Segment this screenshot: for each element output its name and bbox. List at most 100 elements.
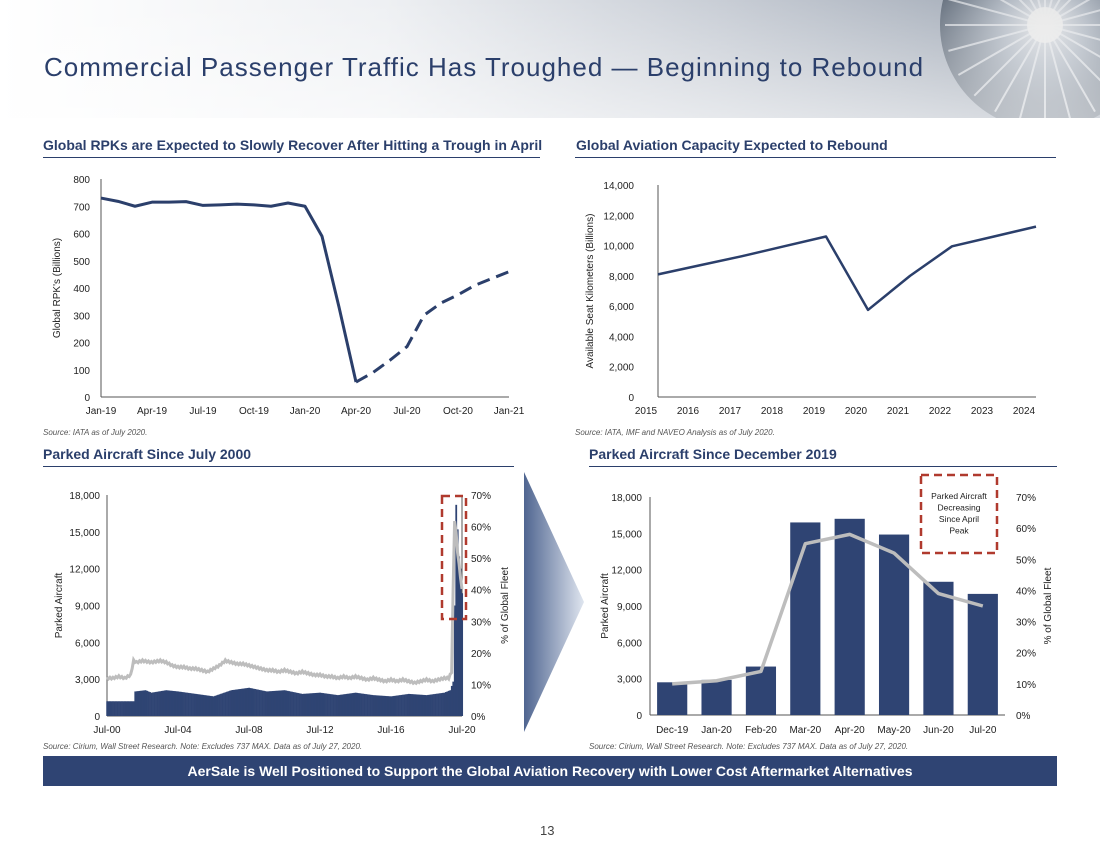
parked-long-bar bbox=[394, 695, 397, 716]
parked-long-bar bbox=[128, 701, 131, 716]
parked-long-bar bbox=[375, 695, 378, 716]
parked-short-chart-title: Parked Aircraft Since December 2019 bbox=[589, 446, 837, 462]
parked-long-bar bbox=[437, 693, 440, 716]
parked-long-bar bbox=[264, 691, 267, 716]
parked-long-bar bbox=[221, 693, 224, 716]
parked-long-y2-tick-label: 40% bbox=[471, 586, 491, 597]
parked-long-bar bbox=[450, 685, 453, 716]
parked-long-bar bbox=[129, 701, 132, 716]
parked-long-bar bbox=[126, 701, 129, 716]
parked-long-chart-title: Parked Aircraft Since July 2000 bbox=[43, 446, 252, 462]
parked-long-bar bbox=[359, 693, 361, 716]
parked-long-bar bbox=[366, 694, 369, 716]
parked-short-y2-tick-label: 50% bbox=[1016, 555, 1036, 566]
parked-short-bar bbox=[701, 679, 732, 715]
parked-long-bar bbox=[245, 688, 248, 716]
parked-long-bar bbox=[385, 696, 388, 716]
parked-short-callout-box bbox=[919, 473, 999, 555]
parked-long-bar bbox=[319, 692, 322, 716]
parked-short-y2-tick-label: 10% bbox=[1016, 680, 1036, 691]
parked-long-bar bbox=[277, 690, 280, 716]
parked-long-y2-tick-label: 60% bbox=[471, 523, 491, 534]
parked-long-bar bbox=[400, 694, 403, 716]
capacity-x-tick-label: 2015 bbox=[635, 406, 658, 417]
parked-long-bar bbox=[115, 701, 117, 716]
parked-long-bar bbox=[267, 691, 270, 716]
page-number: 13 bbox=[540, 823, 555, 838]
parked-short-callout-line: Peak bbox=[949, 526, 969, 536]
parked-short-y-axis-label: Parked Aircraft bbox=[600, 573, 611, 639]
parked-long-bar bbox=[260, 690, 262, 716]
parked-long-bar bbox=[427, 694, 430, 716]
parked-long-y2-axis-label: % of Global Fleet bbox=[500, 567, 511, 644]
parked-short-y2-tick-label: 0% bbox=[1016, 711, 1031, 722]
capacity-title-rule bbox=[575, 157, 1056, 158]
capacity-x-tick-label: 2020 bbox=[845, 406, 868, 417]
parked-long-bar bbox=[189, 693, 191, 716]
parked-long-bar bbox=[422, 694, 425, 716]
parked-long-y2-tick-label: 20% bbox=[471, 649, 491, 660]
parked-long-bar bbox=[223, 692, 225, 716]
parked-long-bar bbox=[233, 689, 236, 716]
parked-short-x-tick-label: Dec-19 bbox=[656, 725, 689, 736]
parked-short-y-tick-label: 6,000 bbox=[617, 638, 642, 649]
parked-long-x-tick-label: Jul-00 bbox=[93, 725, 121, 736]
parked-long-bar bbox=[302, 693, 305, 716]
rpk-y-tick-label: 0 bbox=[84, 393, 90, 404]
rpk-x-tick-label: Oct-20 bbox=[443, 406, 473, 417]
parked-long-bar bbox=[332, 694, 335, 716]
parked-long-bar bbox=[140, 690, 143, 716]
parked-long-bar bbox=[166, 690, 169, 716]
parked-short-bar bbox=[834, 518, 865, 715]
parked-short-x-tick-label: Feb-20 bbox=[745, 725, 777, 736]
parked-long-bar bbox=[431, 694, 434, 716]
parked-long-bar bbox=[226, 691, 228, 716]
capacity-x-tick-label: 2017 bbox=[719, 406, 742, 417]
parked-long-bar bbox=[362, 693, 364, 716]
parked-long-bar bbox=[252, 688, 255, 716]
parked-short-y2-tick-label: 30% bbox=[1016, 618, 1036, 629]
parked-long-bar bbox=[350, 693, 353, 716]
parked-long-bar bbox=[406, 694, 409, 716]
parked-long-bar bbox=[430, 694, 432, 716]
parked-short-y2-tick-label: 20% bbox=[1016, 649, 1036, 660]
parked-long-bar bbox=[294, 692, 296, 716]
parked-long-y-tick-label: 9,000 bbox=[75, 602, 100, 613]
parked-long-bar bbox=[206, 695, 209, 716]
parked-short-bar bbox=[790, 522, 821, 715]
parked-long-bar bbox=[376, 695, 379, 716]
parked-long-bar bbox=[342, 694, 345, 716]
parked-long-bar bbox=[200, 694, 203, 716]
capacity-y-tick-label: 2,000 bbox=[609, 363, 634, 374]
parked-short-x-tick-label: May-20 bbox=[877, 725, 911, 736]
parked-long-bar bbox=[134, 691, 137, 716]
rpk-x-tick-label: Jan-20 bbox=[290, 406, 321, 417]
parked-long-bar bbox=[396, 695, 398, 716]
parked-long-bar bbox=[242, 688, 245, 716]
parked-long-bar bbox=[107, 701, 110, 716]
parked-short-x-tick-label: Jan-20 bbox=[701, 725, 732, 736]
rpk-actual-line bbox=[100, 196, 358, 383]
parked-long-bar bbox=[371, 694, 373, 716]
parked-long-bar bbox=[331, 694, 333, 716]
parked-long-bar bbox=[190, 693, 193, 716]
parked-short-bar bbox=[657, 682, 688, 715]
parked-long-bar bbox=[187, 692, 190, 716]
parked-long-y2-tick-label: 0% bbox=[471, 712, 486, 723]
parked-short-pct-line bbox=[672, 532, 984, 686]
parked-long-bar bbox=[110, 701, 113, 716]
capacity-x-tick-label: 2024 bbox=[1013, 406, 1036, 417]
parked-long-bar bbox=[419, 694, 422, 716]
parked-long-chart: 0 3,000 6,000 9,000 12,000 15,000 18,000 0% 10% 2… bbox=[54, 491, 511, 736]
parked-long-bar bbox=[286, 690, 289, 716]
parked-long-bar bbox=[313, 693, 316, 716]
parked-long-bar bbox=[452, 681, 455, 716]
parked-long-bar bbox=[159, 691, 162, 716]
parked-long-bar bbox=[425, 695, 428, 716]
parked-long-bar bbox=[192, 693, 194, 716]
parked-long-bar bbox=[181, 692, 184, 716]
rpk-y-tick-label: 700 bbox=[73, 202, 90, 213]
parked-long-bar bbox=[412, 694, 415, 716]
parked-long-bar bbox=[258, 689, 261, 716]
parked-long-bar bbox=[195, 693, 197, 716]
